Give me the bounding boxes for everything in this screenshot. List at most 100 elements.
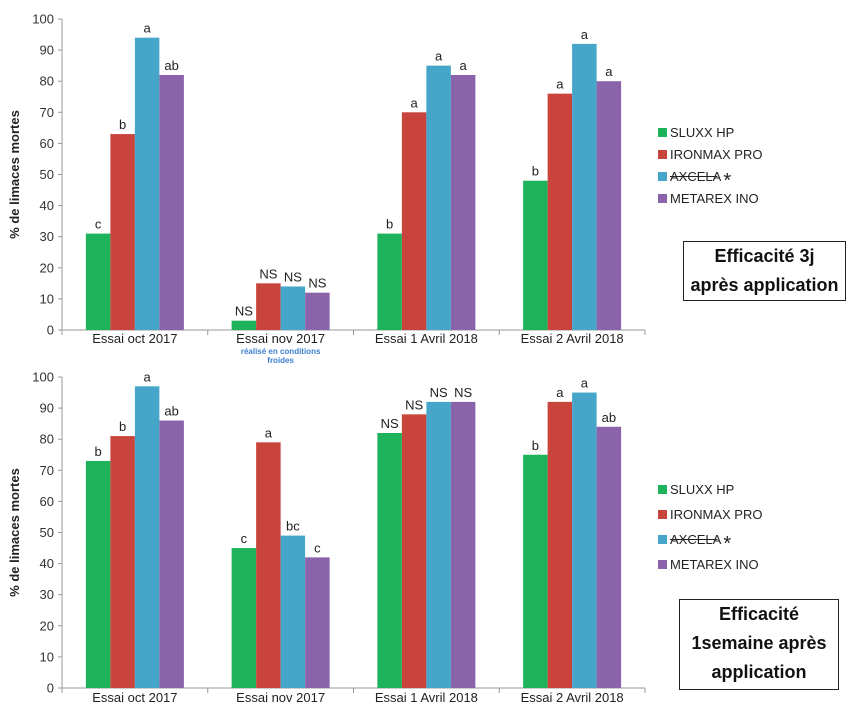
y-tick-label-top: 50 xyxy=(40,167,54,182)
y-tick-label-top: 30 xyxy=(40,229,54,244)
y-tick-label-top: 60 xyxy=(40,136,54,151)
bar-top xyxy=(572,43,597,330)
y-tick-label-bottom: 0 xyxy=(47,681,54,696)
category-label-top: Essai 2 Avril 2018 xyxy=(521,331,624,346)
legend-swatch-bottom xyxy=(658,485,667,494)
caption-top-line-2: après application xyxy=(690,275,839,295)
y-tick-label-bottom: 50 xyxy=(40,525,54,540)
y-tick-label-bottom: 40 xyxy=(40,556,54,571)
bar-label-top: a xyxy=(435,49,443,64)
caption-bottom-line-2: 1semaine après xyxy=(691,633,827,653)
bar-label-top: b xyxy=(119,117,126,132)
bar-label-bottom: a xyxy=(144,369,152,384)
bar-label-bottom: ab xyxy=(602,410,616,425)
bar-bottom xyxy=(450,401,476,688)
bar-label-top: NS xyxy=(308,276,326,291)
bar-top xyxy=(85,233,111,330)
bar-label-top: a xyxy=(411,95,419,110)
y-tick-label-top: 10 xyxy=(40,291,54,306)
bar-label-top: a xyxy=(605,64,613,79)
bar-label-bottom: ab xyxy=(164,404,178,419)
bar-label-top: a xyxy=(556,77,564,92)
bar-label-top: c xyxy=(95,217,102,232)
category-label-bottom: Essai 2 Avril 2018 xyxy=(521,690,624,705)
bar-bottom xyxy=(256,442,281,688)
y-tick-label-bottom: 90 xyxy=(40,401,54,416)
legend-swatch-bottom xyxy=(658,510,667,519)
category-label-top: Essai nov 2017 xyxy=(236,331,325,346)
bar-label-top: a xyxy=(581,27,589,42)
y-tick-label-top: 20 xyxy=(40,260,54,275)
bar-bottom xyxy=(523,454,548,688)
bar-bottom xyxy=(426,401,451,688)
bar-label-top: NS xyxy=(235,304,253,319)
bar-bottom xyxy=(159,420,184,688)
bar-bottom xyxy=(305,557,330,688)
caption-bottom-line-1: Efficacité xyxy=(718,604,800,624)
bar-label-top: ab xyxy=(164,58,178,73)
caption-top-line-1: Efficacité 3j xyxy=(714,246,815,266)
bar-top xyxy=(377,233,402,330)
y-tick-label-top: 40 xyxy=(40,198,54,213)
bar-label-bottom: bc xyxy=(286,519,300,534)
bar-label-top: NS xyxy=(259,266,277,281)
bar-top xyxy=(305,292,330,330)
legend-label-bottom: IRONMAX PRO xyxy=(670,507,762,522)
bar-top xyxy=(231,320,257,330)
bar-bottom xyxy=(547,401,573,688)
bar-bottom xyxy=(85,460,111,688)
caption-box-top: Efficacité 3j après application xyxy=(683,241,846,301)
bar-label-bottom: b xyxy=(95,444,102,459)
legend-label-bottom: METAREX INO xyxy=(670,557,759,572)
legend-label-top: IRONMAX PRO xyxy=(670,147,762,162)
bar-bottom xyxy=(596,426,622,688)
y-tick-label-bottom: 30 xyxy=(40,587,54,602)
category-label-bottom: Essai oct 2017 xyxy=(92,690,177,705)
y-tick-label-bottom: 10 xyxy=(40,649,54,664)
bar-bottom xyxy=(280,535,306,688)
legend-asterisk-top: * xyxy=(723,170,731,192)
category-label-bottom: Essai 1 Avril 2018 xyxy=(375,690,478,705)
y-tick-label-top: 70 xyxy=(40,105,54,120)
y-axis-label-bottom: % de limaces mortes xyxy=(7,468,22,597)
category-note-top: réalisé en conditions xyxy=(241,347,321,356)
bar-top xyxy=(280,286,306,330)
bar-label-bottom: b xyxy=(119,419,126,434)
y-tick-label-bottom: 80 xyxy=(40,432,54,447)
legend-label-top: SLUXX HP xyxy=(670,125,734,140)
legend-swatch-top xyxy=(658,194,667,203)
y-tick-label-bottom: 20 xyxy=(40,618,54,633)
legend-label-bottom: SLUXX HP xyxy=(670,482,734,497)
bar-label-bottom: c xyxy=(241,531,248,546)
y-tick-label-top: 90 xyxy=(40,43,54,58)
bar-top xyxy=(450,74,476,330)
legend-swatch-top xyxy=(658,172,667,181)
legend-swatch-top xyxy=(658,128,667,137)
y-tick-label-top: 100 xyxy=(32,12,54,27)
legend-label-top: METAREX INO xyxy=(670,191,759,206)
bar-top xyxy=(426,65,451,331)
bar-bottom xyxy=(110,436,135,688)
bar-top xyxy=(523,180,548,330)
bar-label-bottom: NS xyxy=(405,397,423,412)
bar-label-top: a xyxy=(144,21,152,36)
legend-asterisk-bottom: * xyxy=(723,533,731,555)
bar-label-bottom: NS xyxy=(454,385,472,400)
legend-swatch-top xyxy=(658,150,667,159)
category-label-top: Essai oct 2017 xyxy=(92,331,177,346)
bar-label-bottom: a xyxy=(581,376,589,391)
bar-bottom xyxy=(134,386,160,688)
y-tick-label-top: 80 xyxy=(40,74,54,89)
bar-label-top: b xyxy=(532,164,539,179)
caption-box-bottom: Efficacité 1semaine après application xyxy=(679,599,839,690)
y-tick-label-bottom: 100 xyxy=(32,370,54,385)
y-tick-label-top: 0 xyxy=(47,323,54,338)
bar-label-top: NS xyxy=(284,269,302,284)
bar-label-bottom: NS xyxy=(430,385,448,400)
bar-top xyxy=(547,93,573,330)
y-tick-label-bottom: 60 xyxy=(40,494,54,509)
bar-bottom xyxy=(377,432,402,688)
bar-label-bottom: a xyxy=(556,385,564,400)
bar-label-bottom: a xyxy=(265,425,273,440)
